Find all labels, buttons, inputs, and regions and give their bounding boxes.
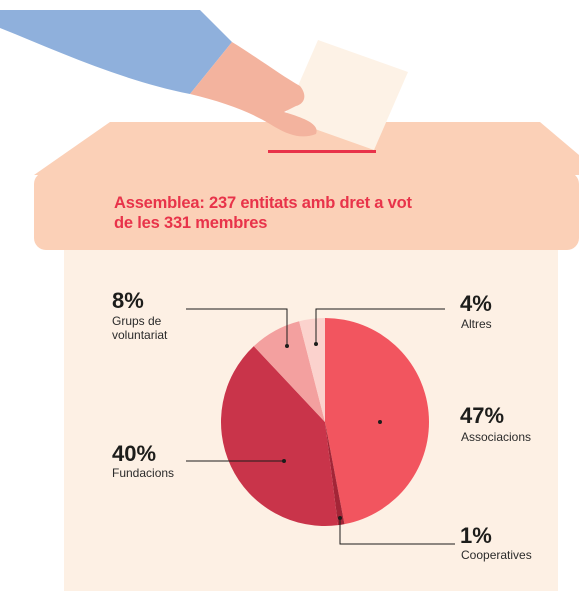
pct-fundacions: 40% [112, 441, 157, 466]
leader-dot-grups [285, 344, 289, 348]
leader-line-altres [315, 308, 445, 344]
pie-slice-associacions [325, 317, 430, 525]
label-altres: Altres [461, 317, 492, 331]
ballot-box-band [34, 172, 579, 250]
leader-line-cooperatives [339, 518, 455, 545]
ballot-paper [284, 40, 408, 150]
leader-dot-fundacions [282, 459, 286, 463]
label-grups-line-1: Grups de [112, 314, 162, 328]
pie-slice-grups-de-voluntariat [253, 321, 325, 422]
pie-slice-cooperatives [325, 422, 345, 526]
headline-line-1: Assemblea: 237 entitats amb dret a vot [114, 194, 412, 212]
pct-grups: 8% [112, 288, 144, 313]
ballot-box-lid [34, 122, 579, 175]
pct-altres: 4% [460, 291, 492, 316]
pie-slice-altres [299, 318, 325, 422]
leader-line-grups [186, 308, 288, 346]
label-fundacions: Fundacions [112, 466, 175, 480]
headline: Assemblea: 237 entitats amb dret a vot d… [114, 193, 514, 233]
leader-dot-associacions [378, 420, 382, 424]
label-associacions: Associacions [461, 430, 532, 444]
label-grups-line-2: voluntariat [112, 328, 168, 342]
label-grups: Grups de voluntariat [112, 314, 222, 342]
pct-cooperatives: 1% [460, 523, 492, 548]
ballot-slot [268, 150, 376, 153]
pie-chart [220, 317, 430, 526]
pct-associacions: 47% [460, 403, 505, 428]
headline-line-2: de les 331 membres [114, 214, 268, 232]
leader-dot-altres [314, 342, 318, 346]
hand [190, 42, 317, 137]
label-cooperatives: Cooperatives [461, 548, 532, 562]
pie-slice-fundacions [220, 346, 339, 526]
leader-dot-cooperatives [338, 516, 342, 520]
sleeve [0, 10, 232, 94]
